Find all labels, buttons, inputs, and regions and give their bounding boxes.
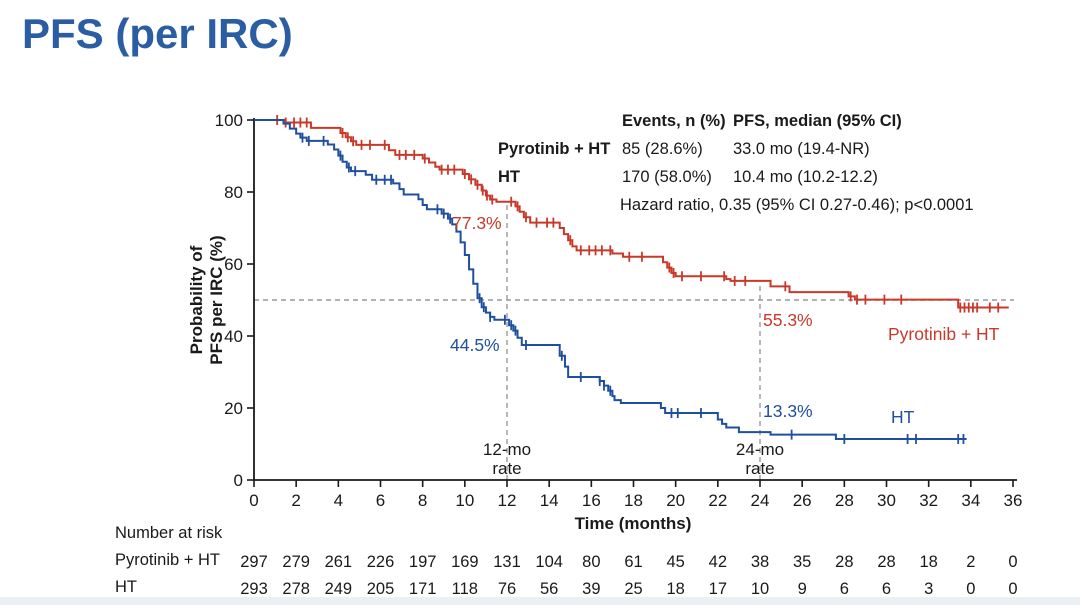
- x-tick-label: 22: [708, 491, 727, 510]
- risk-count: 261: [325, 553, 353, 571]
- risk-count: 171: [409, 580, 437, 598]
- x-tick-label: 6: [376, 491, 385, 510]
- risk-count: 0: [966, 580, 975, 598]
- y-tick-label: 60: [224, 255, 243, 274]
- risk-count: 6: [840, 580, 849, 598]
- risk-count: 39: [582, 580, 600, 598]
- bottom-strip: [0, 597, 1080, 605]
- number-at-risk-header: Number at risk: [115, 524, 223, 542]
- x-tick-label: 30: [877, 491, 896, 510]
- risk-count: 80: [582, 553, 600, 571]
- page-title: PFS (per IRC): [22, 10, 293, 57]
- rate24-axis-label: 24-mo rate: [715, 440, 805, 478]
- risk-count: 28: [835, 553, 853, 571]
- risk-count: 3: [924, 580, 933, 598]
- risk-count: 61: [624, 553, 642, 571]
- risk-count: 205: [367, 580, 395, 598]
- legend-pyrotinib: Pyrotinib + HT: [888, 324, 1000, 344]
- x-tick-label: 34: [961, 491, 980, 510]
- risk-count: 293: [240, 580, 268, 598]
- legend-ht: HT: [891, 407, 915, 427]
- rate24-axis-label-line2: rate: [745, 459, 775, 478]
- x-tick-label: 8: [418, 491, 427, 510]
- x-axis-title: Time (months): [574, 514, 692, 533]
- rate12-ht-value: 44.5%: [450, 335, 500, 355]
- risk-count: 17: [709, 580, 727, 598]
- risk-count: 0: [1008, 580, 1017, 598]
- risk-count: 9: [798, 580, 807, 598]
- hazard-ratio-text: Hazard ratio, 0.35 (95% CI 0.27-0.46); p…: [620, 196, 974, 214]
- stats-header-events: Events, n (%): [622, 112, 726, 130]
- risk-count: 0: [1008, 553, 1017, 571]
- risk-count: 169: [451, 553, 479, 571]
- risk-count: 45: [666, 553, 684, 571]
- y-tick-label: 0: [234, 471, 243, 490]
- y-tick-label: 20: [224, 399, 243, 418]
- stats-row-ht-events: 170 (58.0%): [622, 168, 712, 186]
- y-tick-label: 40: [224, 327, 243, 346]
- y-tick-label: 100: [215, 111, 243, 130]
- x-tick-label: 28: [835, 491, 854, 510]
- x-tick-label: 4: [334, 491, 343, 510]
- y-axis-title-line2: PFS per IRC (%): [207, 235, 226, 365]
- risk-row-ht-label: HT: [115, 578, 137, 596]
- x-tick-label: 36: [1004, 491, 1023, 510]
- stats-row-pyrotinib-events: 85 (28.6%): [622, 140, 703, 158]
- risk-count: 278: [282, 580, 310, 598]
- risk-count: 35: [793, 553, 811, 571]
- x-tick-label: 26: [793, 491, 812, 510]
- risk-row-pyrotinib-label: Pyrotinib + HT: [115, 551, 220, 569]
- ht-curve: [254, 119, 967, 440]
- risk-count: 42: [709, 553, 727, 571]
- x-tick-label: 24: [751, 491, 770, 510]
- x-tick-label: 18: [624, 491, 643, 510]
- rate12-axis-label-line1: 12-mo: [482, 440, 532, 459]
- risk-count: 38: [751, 553, 769, 571]
- risk-count: 2: [966, 553, 975, 571]
- rate24-axis-label-line1: 24-mo: [735, 440, 785, 459]
- x-tick-label: 14: [540, 491, 559, 510]
- risk-count: 28: [877, 553, 895, 571]
- stats-header-median: PFS, median (95% CI): [733, 112, 902, 130]
- risk-count: 297: [240, 553, 268, 571]
- risk-count: 279: [282, 553, 310, 571]
- y-axis-title-line1: Probability of: [187, 245, 206, 355]
- stats-row-ht-label: HT: [498, 168, 520, 186]
- rate12-axis-label-line2: rate: [492, 459, 522, 478]
- stats-row-pyrotinib-median: 33.0 mo (19.4-NR): [733, 140, 870, 158]
- risk-count: 249: [325, 580, 353, 598]
- risk-count: 10: [751, 580, 769, 598]
- x-tick-label: 32: [919, 491, 938, 510]
- risk-count: 25: [624, 580, 642, 598]
- risk-count: 197: [409, 553, 437, 571]
- risk-count: 6: [882, 580, 891, 598]
- risk-count: 131: [493, 553, 521, 571]
- rate24-pyrotinib-value: 55.3%: [763, 310, 813, 330]
- x-tick-label: 12: [498, 491, 517, 510]
- rate12-axis-label: 12-mo rate: [462, 440, 552, 478]
- rate12-pyrotinib-value: 77.3%: [452, 213, 502, 233]
- rate24-ht-value: 13.3%: [763, 401, 813, 421]
- risk-count: 76: [498, 580, 516, 598]
- risk-count: 104: [535, 553, 563, 571]
- x-tick-label: 2: [291, 491, 300, 510]
- risk-count: 18: [666, 580, 684, 598]
- stats-row-ht-median: 10.4 mo (10.2-12.2): [733, 168, 878, 186]
- risk-count: 226: [367, 553, 395, 571]
- y-axis-title: Probability of PFS per IRC (%): [186, 190, 228, 410]
- stats-row-pyrotinib-label: Pyrotinib + HT: [498, 140, 611, 158]
- x-tick-label: 0: [249, 491, 258, 510]
- x-tick-label: 10: [455, 491, 474, 510]
- risk-count: 56: [540, 580, 558, 598]
- pyrotinib-ht-curve: [254, 119, 1009, 309]
- x-tick-label: 16: [582, 491, 601, 510]
- x-tick-label: 20: [666, 491, 685, 510]
- y-tick-label: 80: [224, 183, 243, 202]
- risk-count: 18: [919, 553, 937, 571]
- risk-count: 118: [452, 580, 478, 598]
